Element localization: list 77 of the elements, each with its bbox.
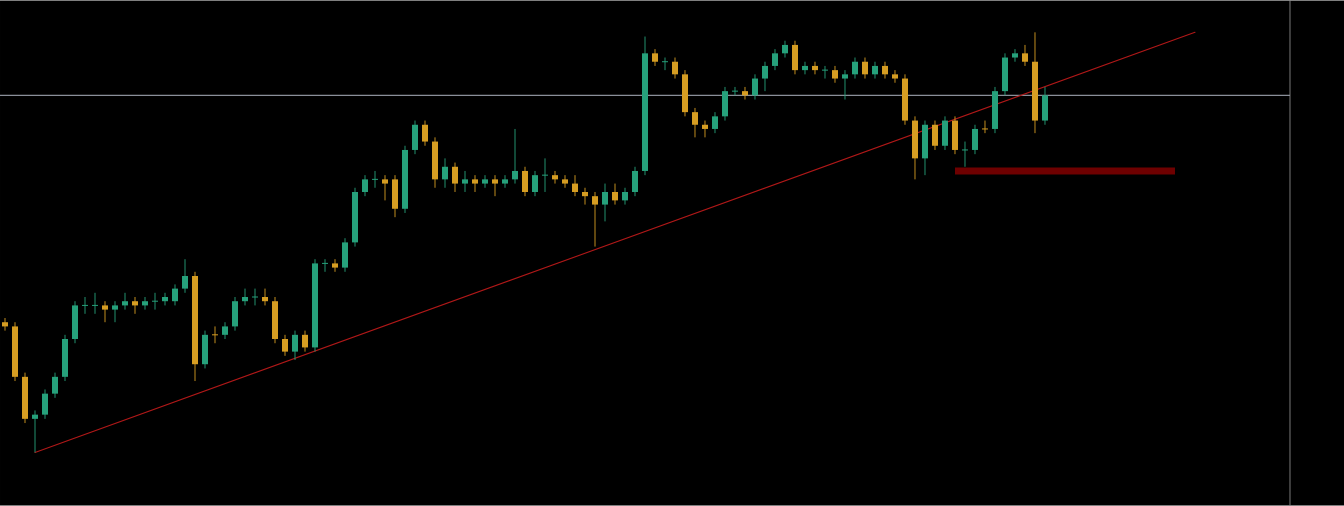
candlestick (821, 65, 829, 80)
candlestick (282, 334, 288, 357)
candlestick (42, 389, 48, 420)
candlestick (672, 57, 678, 80)
candlestick (862, 57, 868, 80)
candlestick (972, 124, 978, 155)
candlestick (32, 410, 38, 453)
candlestick (522, 166, 528, 197)
candlestick (81, 296, 89, 315)
candlestick (1022, 44, 1028, 67)
candlestick (251, 288, 259, 306)
candlestick (552, 170, 558, 185)
candlestick (932, 120, 938, 151)
candlestick (112, 300, 118, 323)
candlestick (362, 174, 368, 197)
candlestick (532, 170, 538, 197)
candlestick (981, 120, 989, 134)
candlestick (612, 183, 618, 206)
candlestick (882, 61, 888, 80)
candlestick (371, 170, 379, 189)
candlestick (482, 174, 488, 189)
candlestick (321, 258, 329, 273)
candlestick (472, 174, 478, 193)
candlestick (752, 73, 758, 101)
candlestick (2, 317, 8, 332)
candlestick (742, 86, 748, 101)
candlestick (562, 174, 568, 189)
candlestick (492, 174, 498, 197)
candlestick (572, 174, 578, 197)
candlestick (652, 48, 658, 67)
candlestick (222, 321, 228, 340)
candlestick (91, 292, 99, 315)
candlestick (602, 183, 608, 222)
candlestick (892, 69, 898, 84)
candlestick (211, 326, 219, 344)
candlestick (462, 170, 468, 193)
candlestick (872, 61, 878, 80)
candlestick (502, 174, 508, 189)
candlestick (132, 296, 138, 315)
candlestick (262, 288, 268, 306)
candlestick (692, 107, 698, 138)
candlestick (162, 292, 168, 306)
candlestick (512, 128, 518, 185)
candlestick (961, 141, 969, 168)
candlestick (172, 284, 178, 306)
candlestick (812, 61, 818, 75)
candlestick (422, 120, 428, 147)
candlestick (102, 300, 108, 323)
candlestick (541, 158, 549, 193)
candlestick (332, 258, 338, 273)
candlestick (782, 40, 788, 59)
candlestick (762, 61, 768, 92)
candlestick (712, 111, 718, 134)
candlestick (442, 158, 448, 189)
candlestick (622, 187, 628, 206)
candlestick (661, 57, 669, 71)
candlestick (122, 292, 128, 311)
candlestick (52, 372, 58, 399)
candlestick (452, 162, 458, 193)
candlestick (182, 258, 188, 294)
candlestick (1012, 48, 1018, 63)
candlestick (702, 120, 708, 138)
candlestick (151, 292, 159, 311)
candlestick (592, 191, 598, 248)
candlestick (142, 296, 148, 311)
candlestick (632, 166, 638, 197)
candlestick (302, 330, 308, 353)
candlestick (832, 65, 838, 84)
candlestick (242, 288, 248, 306)
candlestick (582, 187, 588, 206)
candlestick (842, 69, 848, 101)
candlestick (802, 61, 808, 75)
candlestick (292, 330, 298, 361)
candlestick (731, 86, 739, 96)
candlestick (382, 174, 388, 201)
candlestick (772, 48, 778, 71)
candlestick (852, 57, 858, 80)
